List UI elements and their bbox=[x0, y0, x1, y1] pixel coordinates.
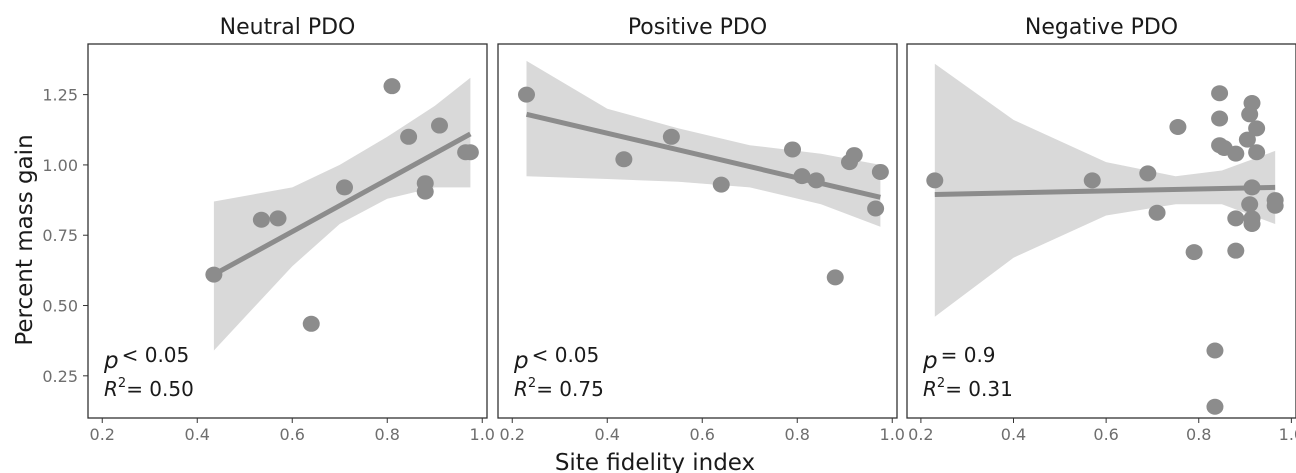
data-point bbox=[784, 141, 801, 158]
data-point bbox=[1148, 204, 1166, 221]
r-symbol: R bbox=[514, 377, 528, 401]
data-point bbox=[1139, 165, 1157, 182]
x-tick-label: 0.2 bbox=[908, 425, 933, 444]
y-tick-label: 1.00 bbox=[42, 156, 78, 175]
x-tick-label: 1.0 bbox=[1279, 425, 1296, 444]
panel-1: Neutral PDO 0.2 0.4 0.6 0.8 1.0 0.25 0.50 0.75 1.… bbox=[42, 15, 495, 444]
data-point bbox=[1227, 242, 1245, 259]
p-value: < 0.05 bbox=[532, 343, 600, 367]
r-exponent: 2 bbox=[937, 376, 945, 391]
data-point bbox=[1243, 215, 1261, 232]
regression-line bbox=[934, 184, 1276, 197]
data-point bbox=[1185, 244, 1203, 261]
x-tick-label: 0.6 bbox=[1093, 425, 1118, 444]
r-symbol: R bbox=[923, 377, 937, 401]
r-squared-annotation: R2= 0.75 bbox=[514, 376, 604, 401]
x-tick-label: 0.8 bbox=[785, 425, 810, 444]
data-point bbox=[336, 179, 353, 196]
x-tick-label: 1.0 bbox=[470, 425, 495, 444]
r-squared-value: = 0.31 bbox=[945, 377, 1013, 401]
data-point bbox=[845, 147, 863, 164]
data-point bbox=[793, 168, 811, 185]
y-tick-label: 0.25 bbox=[42, 367, 78, 386]
x-tick-label: 0.8 bbox=[1186, 425, 1211, 444]
data-point bbox=[1266, 197, 1284, 214]
p-value-annotation: p = 0.9 bbox=[922, 343, 996, 374]
data-point bbox=[461, 144, 479, 161]
data-point bbox=[1243, 179, 1261, 196]
x-tick-label: 0.8 bbox=[375, 425, 400, 444]
data-point bbox=[1169, 118, 1187, 135]
r-squared-value: = 0.75 bbox=[536, 377, 604, 401]
data-point bbox=[400, 128, 418, 145]
p-value-annotation: p < 0.05 bbox=[513, 343, 599, 374]
data-point bbox=[1211, 85, 1229, 102]
data-point bbox=[269, 210, 287, 227]
data-point bbox=[1206, 398, 1224, 415]
data-point bbox=[1227, 145, 1245, 162]
y-tick-label: 0.75 bbox=[42, 226, 78, 245]
confidence-band bbox=[213, 77, 471, 351]
x-tick-label: 0.6 bbox=[280, 425, 305, 444]
p-value: = 0.9 bbox=[941, 343, 996, 367]
x-tick-label: 0.2 bbox=[500, 425, 525, 444]
data-point bbox=[252, 211, 270, 228]
data-point bbox=[205, 266, 223, 283]
r-squared-value: = 0.50 bbox=[126, 377, 194, 401]
r-symbol: R bbox=[104, 377, 118, 401]
panel-title: Neutral PDO bbox=[220, 15, 356, 40]
data-point bbox=[518, 86, 535, 103]
data-point bbox=[1241, 196, 1259, 213]
p-value-annotation: p < 0.05 bbox=[103, 343, 189, 374]
y-tick-label: 1.25 bbox=[42, 86, 78, 105]
panel-frame bbox=[87, 43, 488, 419]
confidence-band bbox=[526, 60, 881, 227]
r-squared-annotation: R2= 0.50 bbox=[104, 376, 194, 401]
y-tick-label: 0.50 bbox=[42, 297, 78, 316]
regression-line bbox=[212, 131, 472, 277]
panel-frame bbox=[906, 43, 1296, 419]
p-symbol: p bbox=[513, 348, 529, 374]
data-point bbox=[1248, 120, 1266, 137]
data-point bbox=[871, 163, 889, 180]
x-tick-label: 0.4 bbox=[595, 425, 620, 444]
data-point bbox=[1243, 95, 1261, 112]
x-tick-label: 0.4 bbox=[185, 425, 210, 444]
data-point bbox=[807, 172, 825, 189]
data-point bbox=[1211, 110, 1229, 127]
data-point bbox=[1248, 144, 1266, 161]
data-point bbox=[416, 183, 434, 200]
x-tick-label: 0.6 bbox=[690, 425, 715, 444]
panel-title: Negative PDO bbox=[1025, 15, 1178, 40]
data-point bbox=[383, 78, 401, 95]
data-point bbox=[431, 117, 448, 134]
y-axis-title: Percent mass gain bbox=[12, 134, 38, 345]
data-point bbox=[712, 176, 730, 193]
data-point bbox=[1083, 172, 1101, 189]
data-point bbox=[615, 151, 633, 168]
p-symbol: p bbox=[922, 348, 938, 374]
data-point bbox=[826, 269, 844, 286]
r-squared-annotation: R2= 0.31 bbox=[923, 376, 1013, 401]
data-point bbox=[662, 128, 680, 145]
data-point bbox=[302, 315, 320, 332]
panel-frame bbox=[497, 43, 898, 419]
r-exponent: 2 bbox=[118, 376, 126, 391]
x-tick-label: 0.4 bbox=[1001, 425, 1026, 444]
data-point bbox=[1206, 342, 1224, 359]
data-point bbox=[867, 200, 885, 217]
r-exponent: 2 bbox=[528, 376, 536, 391]
data-point bbox=[1238, 131, 1256, 148]
x-tick-label: 0.2 bbox=[90, 425, 115, 444]
x-axis-title: Site fidelity index bbox=[555, 450, 755, 473]
data-point bbox=[1227, 210, 1245, 227]
p-symbol: p bbox=[103, 348, 119, 374]
p-value: < 0.05 bbox=[122, 343, 190, 367]
x-tick-label: 1.0 bbox=[880, 425, 905, 444]
data-point bbox=[926, 172, 944, 189]
panel-title: Positive PDO bbox=[628, 15, 767, 40]
